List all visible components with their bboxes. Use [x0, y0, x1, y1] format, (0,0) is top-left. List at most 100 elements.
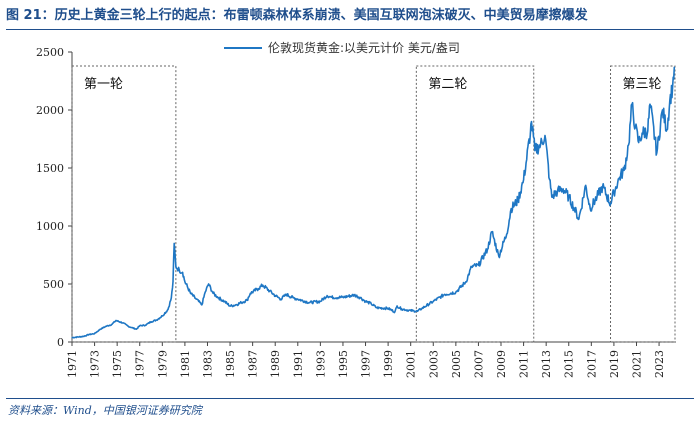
x-tick-label: 1971 [66, 350, 79, 378]
x-tick-label: 1975 [111, 350, 124, 378]
data-point [623, 169, 625, 171]
data-point [661, 109, 664, 111]
data-point [292, 297, 294, 299]
x-tick-label: 1999 [382, 350, 395, 378]
data-point [510, 208, 512, 210]
data-point [364, 300, 367, 302]
era-box [610, 65, 676, 343]
data-point [178, 269, 180, 271]
data-point [517, 199, 519, 202]
data-point [562, 188, 564, 190]
data-point [167, 308, 169, 311]
data-point [262, 284, 264, 286]
x-tick-label: 1997 [360, 350, 373, 378]
data-point [285, 293, 288, 295]
data-point [602, 186, 604, 188]
data-point [249, 292, 251, 294]
data-point [201, 304, 203, 306]
era-box [415, 65, 535, 343]
x-tick-label: 2023 [653, 350, 666, 378]
data-point [609, 203, 612, 205]
x-tick-label: 1977 [134, 350, 147, 378]
data-point [105, 325, 107, 327]
x-tick-label: 1985 [224, 350, 237, 378]
data-point [269, 290, 271, 292]
data-point [444, 293, 446, 295]
data-point [534, 150, 536, 152]
y-tick-label: 2500 [36, 46, 64, 59]
data-point [506, 233, 508, 235]
data-point [135, 328, 137, 330]
data-point [465, 281, 467, 283]
data-point [613, 191, 615, 193]
chart-title: 图 21：历史上黄金三轮上行的起点：布雷顿森林体系崩溃、美国互联网泡沫破灭、中美… [6, 8, 588, 23]
data-point [326, 295, 328, 297]
data-point [88, 333, 90, 336]
data-point [416, 310, 419, 312]
x-tick-label: 2017 [585, 350, 598, 378]
data-point [549, 179, 551, 181]
data-point [127, 325, 129, 327]
data-point [578, 218, 580, 220]
x-tick-label: 1989 [269, 350, 282, 378]
x-tick-label: 2007 [472, 350, 485, 378]
data-point [589, 208, 591, 210]
x-tick-label: 2011 [518, 350, 531, 378]
x-tick-label: 2001 [405, 350, 418, 378]
x-tick-label: 1995 [337, 350, 350, 378]
data-point [353, 294, 355, 296]
y-tick-label: 0 [57, 336, 64, 349]
data-point [544, 134, 546, 137]
data-point [161, 315, 163, 317]
data-point [666, 129, 668, 131]
era-label: 第一轮 [84, 77, 123, 92]
data-point [370, 303, 372, 305]
data-point [647, 130, 649, 132]
data-point [530, 121, 533, 123]
data-point [498, 255, 500, 257]
data-point [223, 300, 225, 302]
data-point [631, 103, 633, 105]
x-tick-label: 1993 [314, 350, 327, 378]
axes: 0 500 1000 1500 2000 2500 1971 1973 1975 1977 1979… [36, 46, 676, 378]
data-point [184, 281, 186, 283]
data-point [246, 299, 248, 301]
data-point [673, 66, 675, 68]
data-point [122, 322, 124, 324]
x-tick-label: 1991 [292, 350, 305, 378]
data-point [486, 248, 489, 250]
footer-rule [6, 398, 694, 399]
series-layer [71, 66, 676, 339]
y-tick-label: 500 [43, 278, 64, 291]
x-tick-label: 2005 [450, 350, 463, 378]
x-tick-label: 2015 [563, 350, 576, 378]
data-point [556, 190, 559, 192]
era-label: 第三轮 [623, 77, 662, 92]
data-point [139, 325, 141, 327]
data-point [410, 310, 412, 312]
x-tick-label: 1987 [247, 350, 260, 378]
data-point [432, 300, 434, 302]
data-point [551, 196, 553, 198]
data-point [229, 305, 231, 307]
data-point [491, 231, 493, 233]
x-tick-label: 2019 [608, 350, 621, 378]
legend: 伦敦现货黄金:以美元计价 美元/盎司 [224, 40, 460, 55]
data-point [257, 288, 259, 290]
data-point [240, 302, 242, 304]
data-point [144, 324, 146, 326]
data-point [212, 292, 214, 294]
data-point [539, 144, 542, 146]
data-point [342, 296, 344, 298]
data-point [110, 324, 113, 326]
data-point [308, 302, 310, 304]
data-point [99, 328, 101, 330]
data-point [173, 242, 175, 244]
x-tick-label: 2009 [495, 350, 508, 378]
data-point [471, 266, 473, 268]
data-point [189, 292, 192, 294]
x-tick-label: 1981 [179, 350, 192, 378]
data-point [641, 132, 643, 134]
x-tick-label: 2013 [540, 350, 553, 378]
data-point [150, 321, 152, 323]
